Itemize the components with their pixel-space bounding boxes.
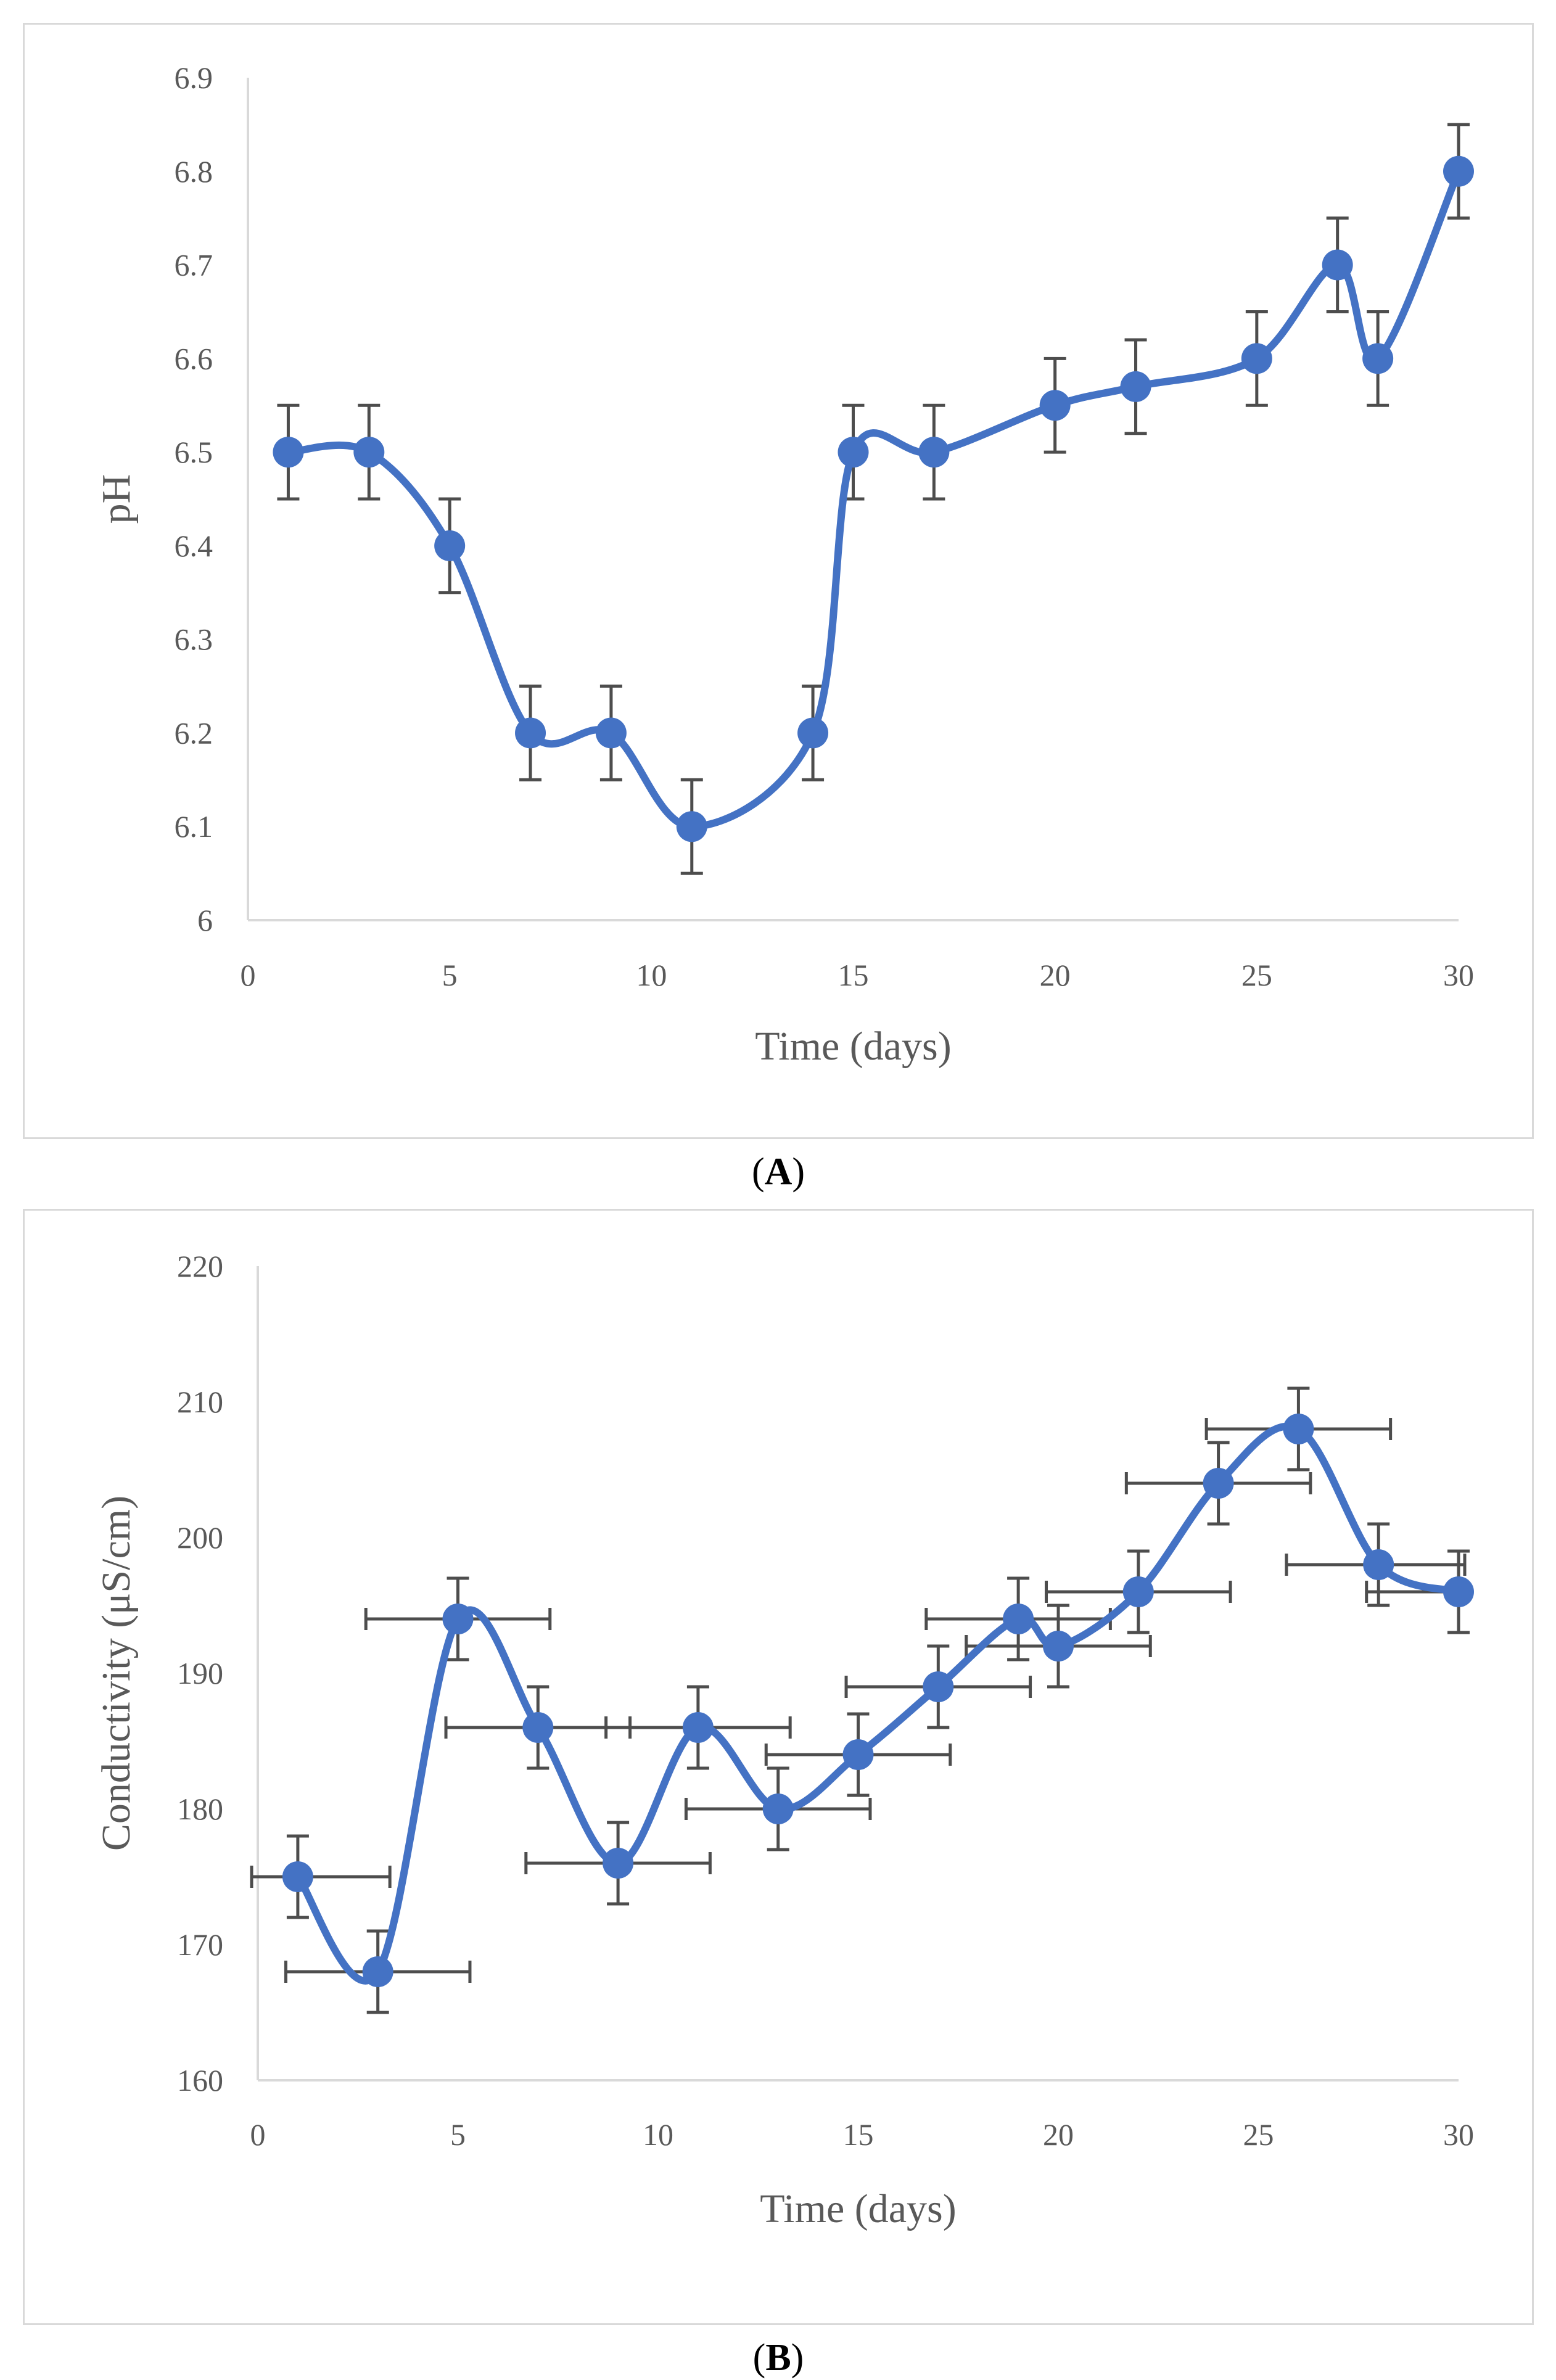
panel-letter-b: B (765, 2337, 791, 2379)
x-axis-title: Time (days) (760, 2186, 956, 2231)
data-point (522, 1712, 554, 1743)
data-point (682, 1712, 714, 1743)
x-tick-label: 15 (843, 2117, 874, 2152)
data-point (442, 1604, 474, 1634)
data-point (676, 811, 707, 842)
chart-b: 160 170 180 190 200 210 220 0 5 10 15 20 25 30 Time (d… (94, 1249, 1474, 2231)
data-point (1283, 1414, 1314, 1444)
chart-panel-a (23, 23, 1534, 1139)
x-axis-title: Time (days) (755, 1024, 951, 1069)
x-tick-label: 0 (241, 958, 256, 992)
y-tick-label: 6.9 (175, 60, 213, 95)
x-tick-label: 30 (1443, 2117, 1474, 2152)
panel-letter-a: A (764, 1151, 792, 1193)
data-point (1443, 1576, 1474, 1607)
y-tick-label: 6.8 (175, 154, 213, 189)
y-tick-label: 160 (177, 2063, 223, 2098)
data-point (842, 1739, 874, 1770)
y-tick-label: 6 (197, 903, 213, 937)
data-point (362, 1956, 393, 1987)
y-tick-label: 220 (177, 1249, 223, 1283)
data-point (923, 1671, 954, 1702)
y-tick-label: 170 (177, 1927, 223, 1962)
y-tick-label: 6.2 (175, 715, 213, 750)
data-point (838, 437, 869, 468)
data-point (603, 1848, 634, 1879)
y-tick-label: 6.1 (175, 809, 213, 844)
data-point (595, 717, 627, 749)
y-tick-label: 190 (177, 1656, 223, 1690)
y-tick-label: 6.3 (175, 622, 213, 657)
data-point (1241, 343, 1272, 374)
data-point (918, 437, 950, 468)
y-tick-label: 6.6 (175, 341, 213, 376)
panel-label-a: (A) (751, 1151, 805, 1193)
data-point (282, 1861, 313, 1892)
data-point (434, 530, 466, 561)
y-tick-label: 180 (177, 1792, 223, 1826)
y-tick-label: 6.4 (175, 529, 213, 563)
data-point (1120, 371, 1151, 402)
x-tick-label: 25 (1243, 2117, 1274, 2152)
x-tick-label: 5 (442, 958, 458, 992)
data-point (1203, 1468, 1234, 1499)
data-point (515, 717, 546, 749)
data-point (353, 437, 385, 468)
data-point (273, 437, 304, 468)
y-axis-title: pH (94, 474, 139, 524)
y-tick-label: 6.5 (175, 435, 213, 469)
data-point (1362, 343, 1394, 374)
x-tick-label: 15 (838, 958, 869, 992)
data-point (1363, 1549, 1394, 1580)
y-tick-label: 200 (177, 1520, 223, 1555)
data-point (797, 717, 829, 749)
data-point (1443, 155, 1474, 187)
error-bar (250, 1834, 392, 1919)
y-tick-label: 6.7 (175, 248, 213, 282)
x-tick-label: 25 (1241, 958, 1272, 992)
x-tick-label: 30 (1443, 958, 1474, 992)
data-point (1043, 1631, 1074, 1661)
x-tick-label: 10 (643, 2117, 673, 2152)
panel-label-b: (B) (752, 2337, 804, 2379)
y-axis-title: Conductivity (μS/cm) (94, 1496, 139, 1851)
x-tick-label: 0 (250, 2117, 266, 2152)
y-tick-label: 210 (177, 1385, 223, 1419)
series-line (294, 1422, 1462, 1985)
series-line (284, 167, 1462, 831)
x-tick-label: 20 (1040, 958, 1071, 992)
x-tick-label: 5 (450, 2117, 466, 2152)
data-point (762, 1793, 794, 1824)
x-tick-label: 10 (636, 958, 667, 992)
data-point (1039, 390, 1071, 421)
chart-a: 6 6.1 6.2 6.3 6.4 6.5 6.6 6.7 6.8 6.9 0 5 10 15 20 25 30… (94, 60, 1474, 1069)
data-point (1122, 1576, 1154, 1607)
data-point (1322, 249, 1353, 281)
x-tick-label: 20 (1043, 2117, 1074, 2152)
data-point (1003, 1604, 1034, 1634)
